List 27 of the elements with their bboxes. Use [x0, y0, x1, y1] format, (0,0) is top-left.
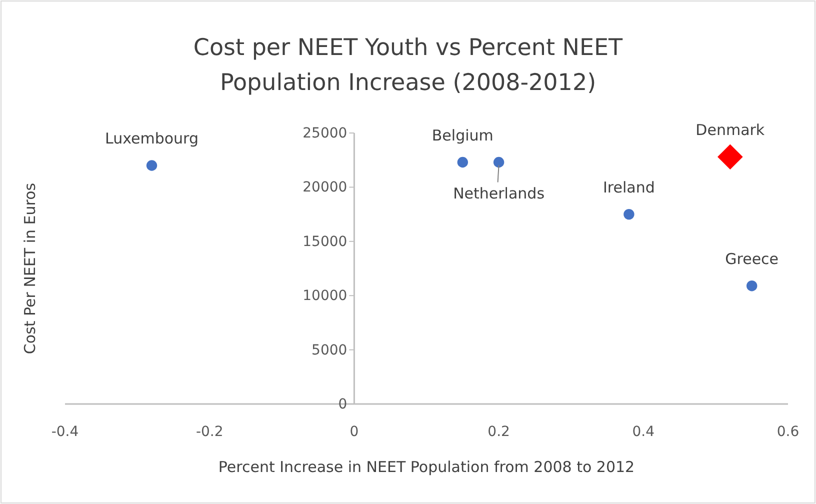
point [718, 144, 743, 170]
annotation: Denmark [696, 120, 765, 139]
point [146, 160, 158, 171]
x-tick-label: 0.6 [776, 424, 800, 440]
point [493, 156, 504, 168]
point [457, 156, 468, 168]
y-tick-label: 15000 [302, 234, 348, 250]
annotation: Luxembourg [105, 130, 199, 148]
annotation: Greece [725, 250, 779, 268]
y-tick-label: 10000 [302, 288, 348, 304]
point [624, 208, 634, 220]
annotation: Belgium [432, 126, 494, 144]
x-tick-label: 0 [350, 424, 359, 440]
x-tick-label: -0.2 [196, 424, 224, 440]
x-axis-title: Percent Increase in NEET Population from 2008 to 2012 [218, 458, 635, 476]
y-tick-label: 25000 [302, 125, 348, 142]
x-tick-label: 0.2 [488, 424, 510, 440]
annotation: Netherlands [453, 184, 545, 202]
x-tick-label: -0.4 [51, 424, 79, 440]
x-tick-label: 0.4 [632, 424, 655, 440]
y-tick-label: 0 [338, 396, 348, 412]
chart-title: Cost per NEET Youth vs Percent NEET Population Increase (2008-2012) [193, 35, 624, 96]
annotation: Ireland [602, 178, 655, 196]
y-axis-title: Cost Per NEET in Euros [21, 182, 39, 354]
y-tick-label: 5000 [312, 342, 348, 358]
point [746, 280, 758, 292]
y-tick-label: 20000 [302, 180, 348, 196]
